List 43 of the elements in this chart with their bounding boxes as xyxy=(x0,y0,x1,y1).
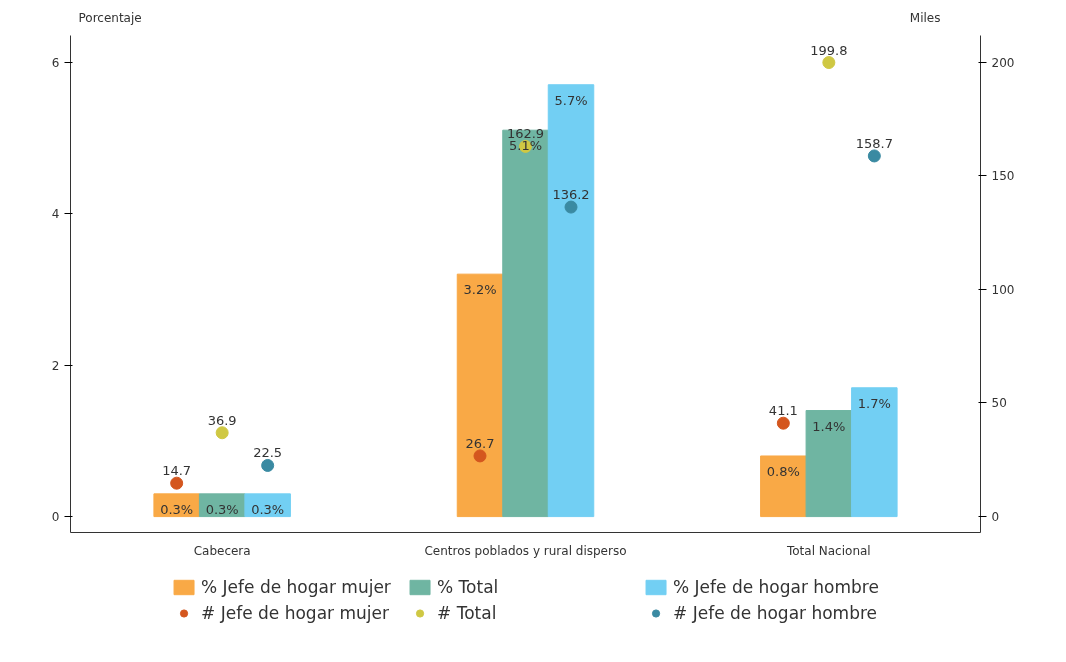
bar xyxy=(760,455,807,518)
data-label: 0.3% xyxy=(160,501,194,517)
y2-tick-label: 200 xyxy=(991,55,1015,70)
x-tick-label: Cabecera xyxy=(193,543,251,558)
y-tick-label: 0 xyxy=(51,510,60,525)
data-label: 0.3% xyxy=(205,501,239,517)
y-axis-title: Porcentaje xyxy=(78,10,142,25)
legend-label: % Jefe de hogar hombre xyxy=(673,577,879,597)
data-label: 0.3% xyxy=(251,501,285,517)
data-label: 14.7 xyxy=(162,463,192,479)
bar xyxy=(851,387,898,518)
data-label: 5.7% xyxy=(554,92,588,108)
data-label: 158.7 xyxy=(855,135,893,151)
data-label: 0.8% xyxy=(766,463,800,479)
bar xyxy=(805,410,853,518)
y-tick-label: 2 xyxy=(51,358,60,373)
y-tick-label: 6 xyxy=(51,55,60,70)
y2-tick-label: 0 xyxy=(991,510,1000,525)
data-label: 22.5 xyxy=(253,445,283,461)
legend-label: % Total xyxy=(437,577,500,597)
y2-tick-label: 100 xyxy=(991,282,1015,297)
y2-tick-label: 50 xyxy=(991,396,1007,411)
y2-axis-title: Miles xyxy=(909,10,941,25)
data-label: 3.2% xyxy=(463,282,497,298)
y2-tick-label: 150 xyxy=(991,169,1015,184)
legend-label: # Jefe de hogar hombre xyxy=(673,603,878,623)
x-tick-label: Centros poblados y rural disperso xyxy=(424,543,627,558)
data-label: 1.7% xyxy=(857,395,891,411)
legend-label: % Jefe de hogar mujer xyxy=(201,577,392,597)
bar xyxy=(456,273,504,518)
data-label: 36.9 xyxy=(207,412,237,428)
bar xyxy=(502,129,549,518)
data-label: 162.9 xyxy=(506,126,545,142)
x-tick-label: Total Nacional xyxy=(785,543,871,558)
legend-label: # Jefe de hogar mujer xyxy=(201,603,390,623)
legend-label: # Total xyxy=(437,603,498,623)
data-label: 199.8 xyxy=(810,42,848,58)
y-tick-label: 4 xyxy=(51,207,60,222)
data-label: 1.4% xyxy=(812,418,846,434)
data-label: 26.7 xyxy=(465,435,495,451)
bar xyxy=(547,84,595,518)
data-label: 136.2 xyxy=(552,187,590,203)
data-label: 41.1 xyxy=(768,403,798,419)
